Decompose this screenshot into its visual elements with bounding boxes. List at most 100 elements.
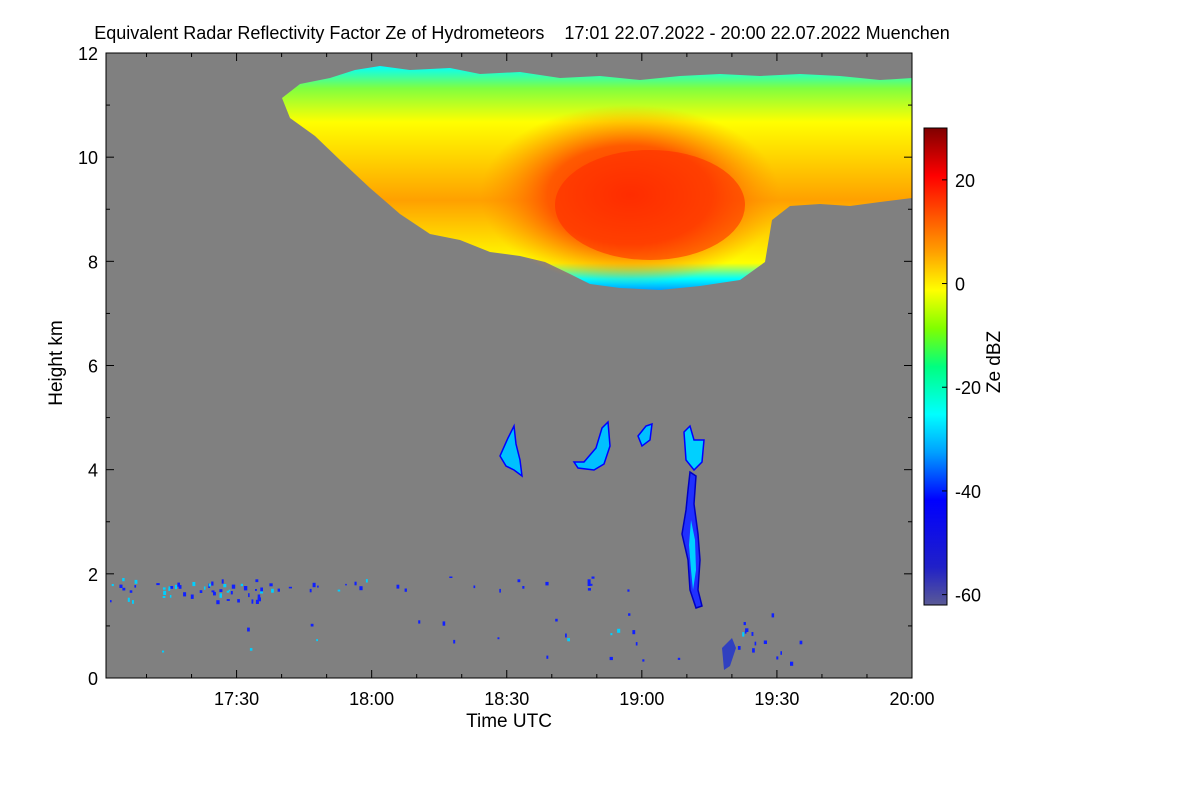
chart-title: Equivalent Radar Reflectivity Factor Ze … bbox=[94, 23, 950, 43]
clutter-speck bbox=[309, 588, 312, 593]
clutter-speck bbox=[522, 586, 525, 589]
colorbar-tick-label: 0 bbox=[955, 275, 965, 295]
clutter-speck bbox=[752, 648, 755, 653]
y-tick-label: 2 bbox=[88, 565, 98, 585]
x-axis: 17:30 18:00 18:30 19:00 19:30 20:00 bbox=[146, 53, 935, 709]
clutter-speck bbox=[257, 594, 261, 598]
clutter-speck bbox=[211, 581, 214, 586]
clutter-speck bbox=[156, 583, 160, 586]
low-echo bbox=[722, 638, 736, 670]
clutter-speck bbox=[642, 659, 645, 662]
clutter-speck bbox=[546, 655, 549, 659]
clutter-speck bbox=[591, 576, 595, 579]
fall-streak-core bbox=[689, 520, 696, 590]
clutter-speck bbox=[226, 599, 230, 601]
clutter-speck bbox=[288, 586, 292, 589]
clutter-speck bbox=[255, 589, 257, 591]
clutter-speck bbox=[617, 628, 621, 633]
clutter-speck bbox=[219, 589, 223, 592]
colorbar-axis: 20 0 -20 -40 -60 bbox=[942, 171, 981, 606]
clutter-speck bbox=[473, 585, 476, 589]
clutter-speck bbox=[192, 582, 196, 587]
clutter-speck bbox=[183, 592, 187, 597]
clutter-speck bbox=[565, 633, 567, 638]
clutter-speck bbox=[219, 593, 222, 598]
y-tick-label: 0 bbox=[88, 669, 98, 689]
clutter-speck bbox=[177, 582, 180, 587]
x-tick-label: 17:30 bbox=[214, 689, 259, 709]
clutter-speck bbox=[231, 584, 236, 589]
clutter-speck bbox=[190, 594, 194, 599]
clutter-speck bbox=[260, 591, 264, 594]
clutter-speck bbox=[627, 589, 630, 592]
clutter-speck bbox=[763, 640, 767, 644]
clutter-speck bbox=[169, 586, 174, 589]
clutter-speck bbox=[737, 646, 741, 650]
clutter-speck bbox=[354, 581, 357, 586]
clutter-speck bbox=[609, 656, 613, 661]
clutter-speck bbox=[790, 661, 794, 666]
clutter-speck bbox=[499, 588, 501, 593]
clutter-speck bbox=[226, 590, 230, 593]
clutter-speck bbox=[169, 595, 172, 598]
clutter-speck bbox=[442, 621, 446, 626]
clutter-speck bbox=[178, 585, 182, 589]
mid-echo-4 bbox=[683, 424, 705, 472]
clutter-speck bbox=[497, 637, 500, 640]
clutter-speck bbox=[269, 583, 273, 587]
clutter-speck bbox=[754, 641, 757, 646]
colorbar-label: Ze dBZ bbox=[984, 330, 1005, 393]
colorbar-tick-label: -20 bbox=[955, 378, 981, 398]
clutter-speck bbox=[255, 579, 259, 583]
clutter-speck bbox=[260, 587, 263, 592]
clutter-speck bbox=[168, 586, 171, 590]
clutter-speck bbox=[251, 599, 254, 602]
clutter-speck bbox=[742, 632, 745, 637]
clutter-speck bbox=[127, 597, 130, 602]
clutter-speck bbox=[744, 631, 747, 634]
x-tick-label: 18:00 bbox=[349, 689, 394, 709]
clutter-speck bbox=[111, 584, 114, 587]
clutter-speck bbox=[632, 630, 636, 635]
boundary-layer-clutter bbox=[110, 576, 803, 666]
clutter-speck bbox=[122, 587, 126, 591]
clutter-speck bbox=[134, 585, 137, 588]
clutter-speck bbox=[337, 589, 341, 592]
clutter-speck bbox=[247, 627, 250, 632]
mid-echo-3 bbox=[637, 422, 653, 448]
y-tick-label: 8 bbox=[88, 252, 98, 272]
clutter-speck bbox=[132, 600, 134, 604]
clutter-speck bbox=[199, 590, 203, 593]
clutter-speck bbox=[396, 584, 400, 589]
y-tick-label: 10 bbox=[78, 148, 98, 168]
clutter-speck bbox=[240, 583, 243, 587]
clutter-speck bbox=[257, 597, 261, 602]
y-axis: 0 2 4 6 8 10 12 bbox=[78, 44, 912, 689]
clutter-speck bbox=[359, 586, 363, 591]
clutter-speck bbox=[589, 583, 593, 586]
clutter-speck bbox=[251, 599, 254, 604]
clutter-speck bbox=[174, 584, 177, 590]
y-tick-label: 12 bbox=[78, 44, 98, 64]
clutter-speck bbox=[316, 639, 318, 642]
clutter-speck bbox=[555, 618, 558, 622]
clutter-speck bbox=[230, 591, 233, 595]
clutter-speck bbox=[162, 650, 165, 653]
clutter-speck bbox=[248, 593, 250, 598]
clutter-speck bbox=[203, 586, 206, 590]
clutter-speck bbox=[780, 651, 782, 655]
clutter-speck bbox=[216, 600, 220, 605]
clutter-speck bbox=[317, 585, 319, 588]
mid-echo-2 bbox=[572, 420, 611, 471]
colorbar-tick-label: 20 bbox=[955, 171, 975, 191]
clutter-speck bbox=[799, 640, 803, 645]
clutter-speck bbox=[228, 589, 231, 592]
clutter-speck bbox=[237, 599, 240, 603]
clutter-speck bbox=[119, 584, 123, 588]
clutter-speck bbox=[453, 639, 456, 644]
clutter-speck bbox=[365, 579, 368, 583]
clutter-speck bbox=[743, 622, 746, 626]
clutter-speck bbox=[345, 583, 347, 586]
clutter-speck bbox=[162, 596, 166, 598]
clutter-speck bbox=[243, 586, 248, 591]
